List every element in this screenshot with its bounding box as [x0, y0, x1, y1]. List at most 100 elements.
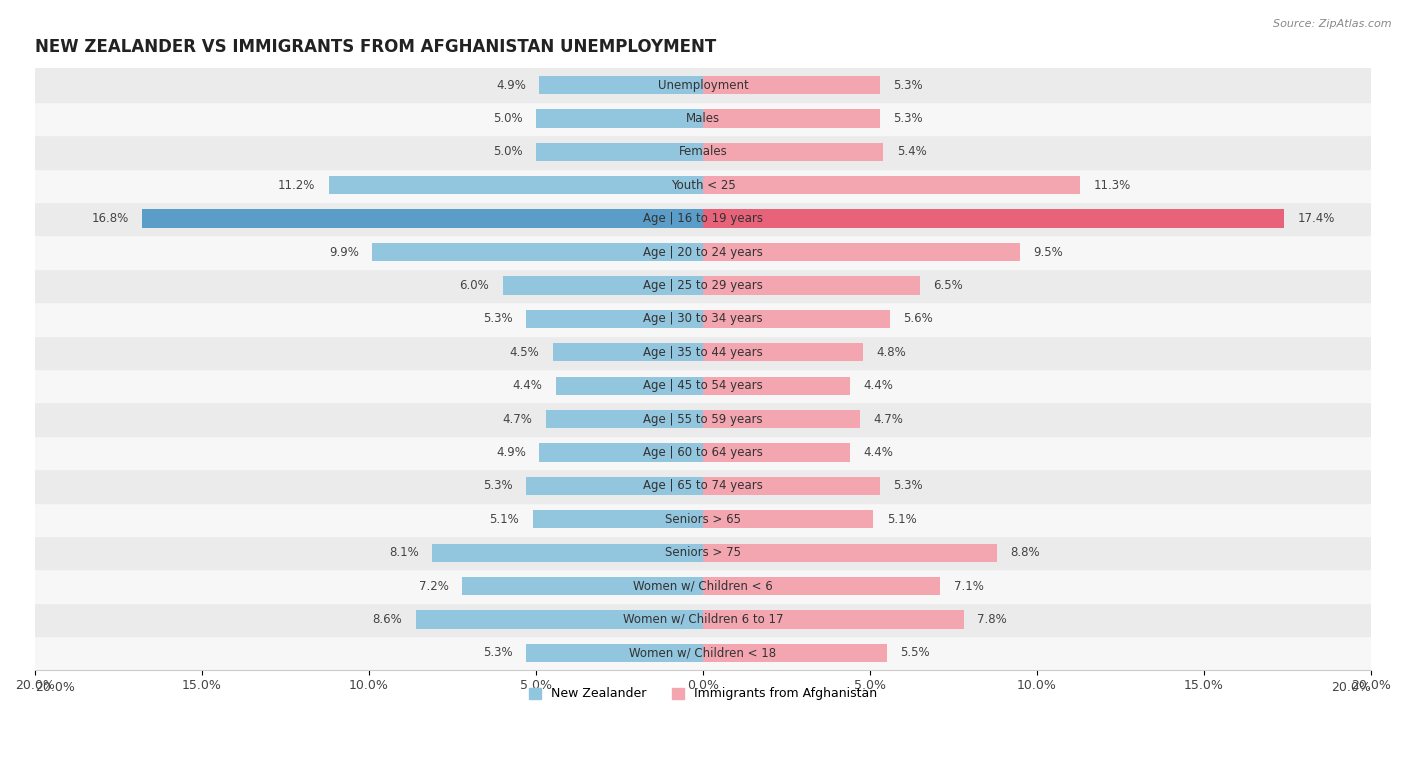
Bar [533, 510, 703, 528]
Bar [502, 276, 703, 294]
Text: 4.4%: 4.4% [863, 379, 893, 392]
Bar [703, 276, 920, 294]
Bar [546, 410, 703, 428]
Text: 7.1%: 7.1% [953, 580, 983, 593]
Bar [526, 643, 703, 662]
Text: 8.8%: 8.8% [1011, 547, 1040, 559]
Text: 16.8%: 16.8% [91, 212, 128, 225]
Bar [35, 436, 1371, 469]
Text: 6.5%: 6.5% [934, 279, 963, 292]
Text: 5.3%: 5.3% [484, 313, 513, 326]
Text: Seniors > 65: Seniors > 65 [665, 512, 741, 526]
Bar [35, 68, 1371, 101]
Bar [703, 510, 873, 528]
Text: Females: Females [679, 145, 727, 158]
Legend: New Zealander, Immigrants from Afghanistan: New Zealander, Immigrants from Afghanist… [524, 682, 882, 706]
Bar [35, 335, 1371, 369]
Text: 5.0%: 5.0% [494, 112, 523, 125]
Bar [703, 310, 890, 328]
Bar [142, 210, 703, 228]
Bar [536, 109, 703, 128]
Text: 7.8%: 7.8% [977, 613, 1007, 626]
Text: 5.3%: 5.3% [484, 646, 513, 659]
Bar [553, 343, 703, 362]
Bar [703, 109, 880, 128]
Bar [329, 176, 703, 195]
Bar [35, 369, 1371, 403]
Text: 5.6%: 5.6% [904, 313, 934, 326]
Bar [35, 202, 1371, 235]
Bar [703, 176, 1080, 195]
Bar [35, 169, 1371, 202]
Bar [433, 544, 703, 562]
Text: Age | 45 to 54 years: Age | 45 to 54 years [643, 379, 763, 392]
Text: 6.0%: 6.0% [460, 279, 489, 292]
Text: Age | 25 to 29 years: Age | 25 to 29 years [643, 279, 763, 292]
Bar [463, 577, 703, 595]
Text: 4.7%: 4.7% [503, 413, 533, 425]
Text: 5.5%: 5.5% [900, 646, 929, 659]
Bar [35, 403, 1371, 436]
Text: 5.3%: 5.3% [893, 479, 922, 492]
Text: 7.2%: 7.2% [419, 580, 449, 593]
Text: 4.9%: 4.9% [496, 79, 526, 92]
Text: Age | 55 to 59 years: Age | 55 to 59 years [643, 413, 763, 425]
Text: Age | 30 to 34 years: Age | 30 to 34 years [643, 313, 763, 326]
Text: Age | 16 to 19 years: Age | 16 to 19 years [643, 212, 763, 225]
Bar [703, 343, 863, 362]
Text: 17.4%: 17.4% [1298, 212, 1334, 225]
Bar [373, 243, 703, 261]
Bar [703, 243, 1021, 261]
Text: Males: Males [686, 112, 720, 125]
Bar [526, 310, 703, 328]
Text: 8.6%: 8.6% [373, 613, 402, 626]
Text: 4.7%: 4.7% [873, 413, 903, 425]
Text: 4.9%: 4.9% [496, 446, 526, 459]
Text: 4.8%: 4.8% [877, 346, 907, 359]
Text: Seniors > 75: Seniors > 75 [665, 547, 741, 559]
Text: Women w/ Children < 18: Women w/ Children < 18 [630, 646, 776, 659]
Bar [703, 376, 851, 395]
Text: 20.0%: 20.0% [1331, 681, 1371, 694]
Bar [540, 76, 703, 95]
Bar [703, 610, 963, 628]
Bar [540, 444, 703, 462]
Text: Unemployment: Unemployment [658, 79, 748, 92]
Text: 5.3%: 5.3% [893, 79, 922, 92]
Bar [35, 603, 1371, 636]
Text: 20.0%: 20.0% [35, 681, 75, 694]
Bar [35, 503, 1371, 536]
Text: 5.1%: 5.1% [887, 512, 917, 526]
Bar [703, 410, 860, 428]
Text: 9.9%: 9.9% [329, 245, 359, 259]
Bar [703, 577, 941, 595]
Bar [35, 269, 1371, 302]
Bar [35, 136, 1371, 169]
Text: 5.3%: 5.3% [484, 479, 513, 492]
Bar [35, 101, 1371, 136]
Bar [703, 444, 851, 462]
Bar [703, 210, 1284, 228]
Bar [703, 76, 880, 95]
Bar [526, 477, 703, 495]
Bar [35, 569, 1371, 603]
Text: NEW ZEALANDER VS IMMIGRANTS FROM AFGHANISTAN UNEMPLOYMENT: NEW ZEALANDER VS IMMIGRANTS FROM AFGHANI… [35, 38, 716, 56]
Bar [35, 636, 1371, 670]
Text: Age | 35 to 44 years: Age | 35 to 44 years [643, 346, 763, 359]
Text: 4.4%: 4.4% [513, 379, 543, 392]
Bar [703, 544, 997, 562]
Text: Age | 20 to 24 years: Age | 20 to 24 years [643, 245, 763, 259]
Text: 5.0%: 5.0% [494, 145, 523, 158]
Text: Youth < 25: Youth < 25 [671, 179, 735, 192]
Bar [35, 235, 1371, 269]
Text: 4.5%: 4.5% [509, 346, 540, 359]
Text: 5.4%: 5.4% [897, 145, 927, 158]
Bar [35, 469, 1371, 503]
Bar [35, 536, 1371, 569]
Bar [536, 142, 703, 161]
Text: 8.1%: 8.1% [389, 547, 419, 559]
Bar [703, 643, 887, 662]
Bar [555, 376, 703, 395]
Bar [35, 302, 1371, 335]
Bar [703, 477, 880, 495]
